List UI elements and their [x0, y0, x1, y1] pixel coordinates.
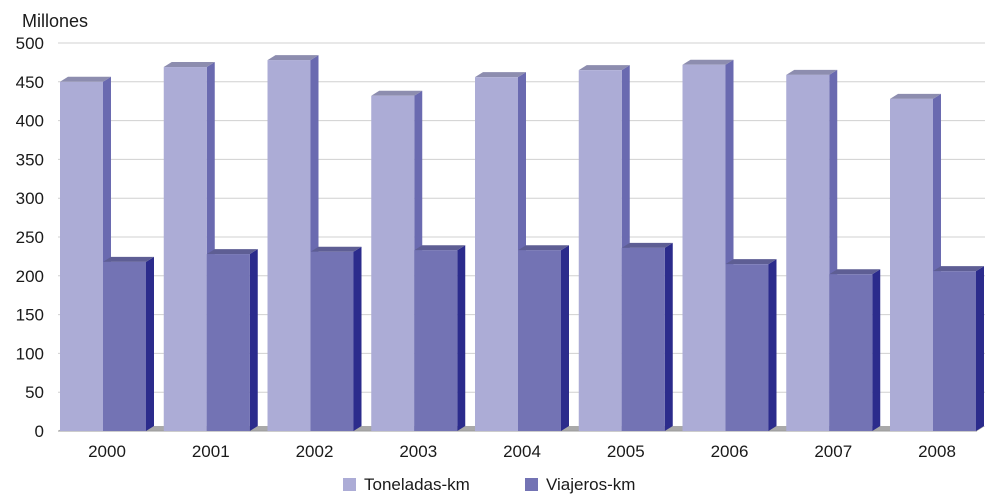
bar-top [163, 62, 215, 68]
bar-side [768, 259, 777, 431]
bar-side [976, 266, 984, 431]
bar-front [310, 251, 354, 431]
bar-front [475, 77, 518, 432]
bar-front [206, 254, 250, 431]
bar-front [371, 95, 415, 431]
bar-side [353, 246, 362, 431]
x-tick-label: 2008 [918, 442, 956, 461]
bar-top [890, 93, 941, 99]
x-tick-label: 2003 [399, 442, 437, 461]
legend: Toneladas-km Viajeros-km [343, 475, 635, 494]
bar-top [103, 256, 154, 262]
bar-viajeros-km-2007 [829, 269, 881, 431]
bar-viajeros-km-2006 [725, 259, 777, 431]
bar-viajeros-km-2001 [206, 249, 258, 431]
x-tick-label: 2000 [88, 442, 126, 461]
x-tick-label: 2007 [814, 442, 852, 461]
bar-side [664, 242, 673, 431]
y-tick-label: 100 [16, 344, 44, 363]
bar-front [725, 264, 769, 431]
bar-front [682, 64, 726, 431]
bar-front [578, 70, 622, 431]
x-tick-label: 2006 [711, 442, 749, 461]
bar-front [163, 67, 207, 431]
y-tick-label: 150 [16, 306, 44, 325]
bar-top [725, 259, 777, 265]
bar-viajeros-km-2008 [933, 266, 984, 431]
bar-viajeros-km-2003 [414, 245, 466, 431]
bar-viajeros-km-2004 [518, 245, 569, 431]
legend-label: Toneladas-km [364, 475, 470, 494]
bar-front [518, 250, 561, 431]
bar-front [786, 74, 830, 431]
bar-top [206, 249, 258, 255]
bar-front [621, 247, 665, 431]
bar-top [60, 76, 111, 82]
bar-top [682, 59, 734, 65]
bar-side [872, 269, 881, 431]
bar-front [414, 250, 458, 431]
bar-top [786, 69, 838, 75]
bar-side [249, 249, 258, 431]
bar-viajeros-km-2005 [621, 242, 673, 431]
y-tick-label: 400 [16, 112, 44, 131]
bar-front [890, 98, 933, 431]
bar-viajeros-km-2000 [103, 256, 154, 431]
bar-side [561, 245, 569, 431]
bar-side [146, 256, 154, 431]
x-tick-label: 2005 [607, 442, 645, 461]
y-tick-label: 350 [16, 150, 44, 169]
y-tick-label: 450 [16, 73, 44, 92]
y-axis-unit: Millones [22, 11, 88, 31]
bar-front [933, 271, 976, 431]
bars [60, 55, 984, 432]
x-axis-labels: 2000 2001 2002 2003 2004 2005 2006 2007 2008 [88, 442, 956, 461]
bar-viajeros-km-2002 [310, 246, 362, 431]
y-axis-title: Millones [22, 11, 88, 31]
bar-front [60, 81, 103, 432]
y-axis-ticks: 0 50 100 150 200 250 300 350 400 450 500 [16, 34, 44, 441]
y-tick-label: 50 [25, 383, 44, 402]
bar-top [267, 55, 319, 61]
legend-swatch [343, 478, 356, 491]
y-tick-label: 250 [16, 228, 44, 247]
bar-toneladas-km-2003 [371, 90, 423, 431]
bar-front [267, 60, 311, 432]
bar-front [829, 274, 873, 431]
bar-top [933, 266, 984, 272]
legend-item-toneladas-km: Toneladas-km [343, 475, 470, 494]
bar-top [310, 246, 362, 252]
y-tick-label: 200 [16, 267, 44, 286]
y-tick-label: 0 [35, 422, 44, 441]
bar-top [371, 90, 423, 96]
bar-top [414, 245, 466, 251]
bar-top [621, 242, 673, 248]
x-tick-label: 2001 [192, 442, 230, 461]
legend-swatch [525, 478, 538, 491]
legend-label: Viajeros-km [546, 475, 635, 494]
y-tick-label: 500 [16, 34, 44, 53]
x-tick-label: 2004 [503, 442, 541, 461]
bar-top [475, 72, 526, 78]
bar-top [829, 269, 881, 275]
bar-top [518, 245, 569, 251]
x-tick-label: 2002 [296, 442, 334, 461]
legend-item-viajeros-km: Viajeros-km [525, 475, 635, 494]
bar-top [578, 65, 630, 71]
y-tick-label: 300 [16, 189, 44, 208]
bar-side [457, 245, 466, 431]
bar-front [103, 261, 146, 431]
